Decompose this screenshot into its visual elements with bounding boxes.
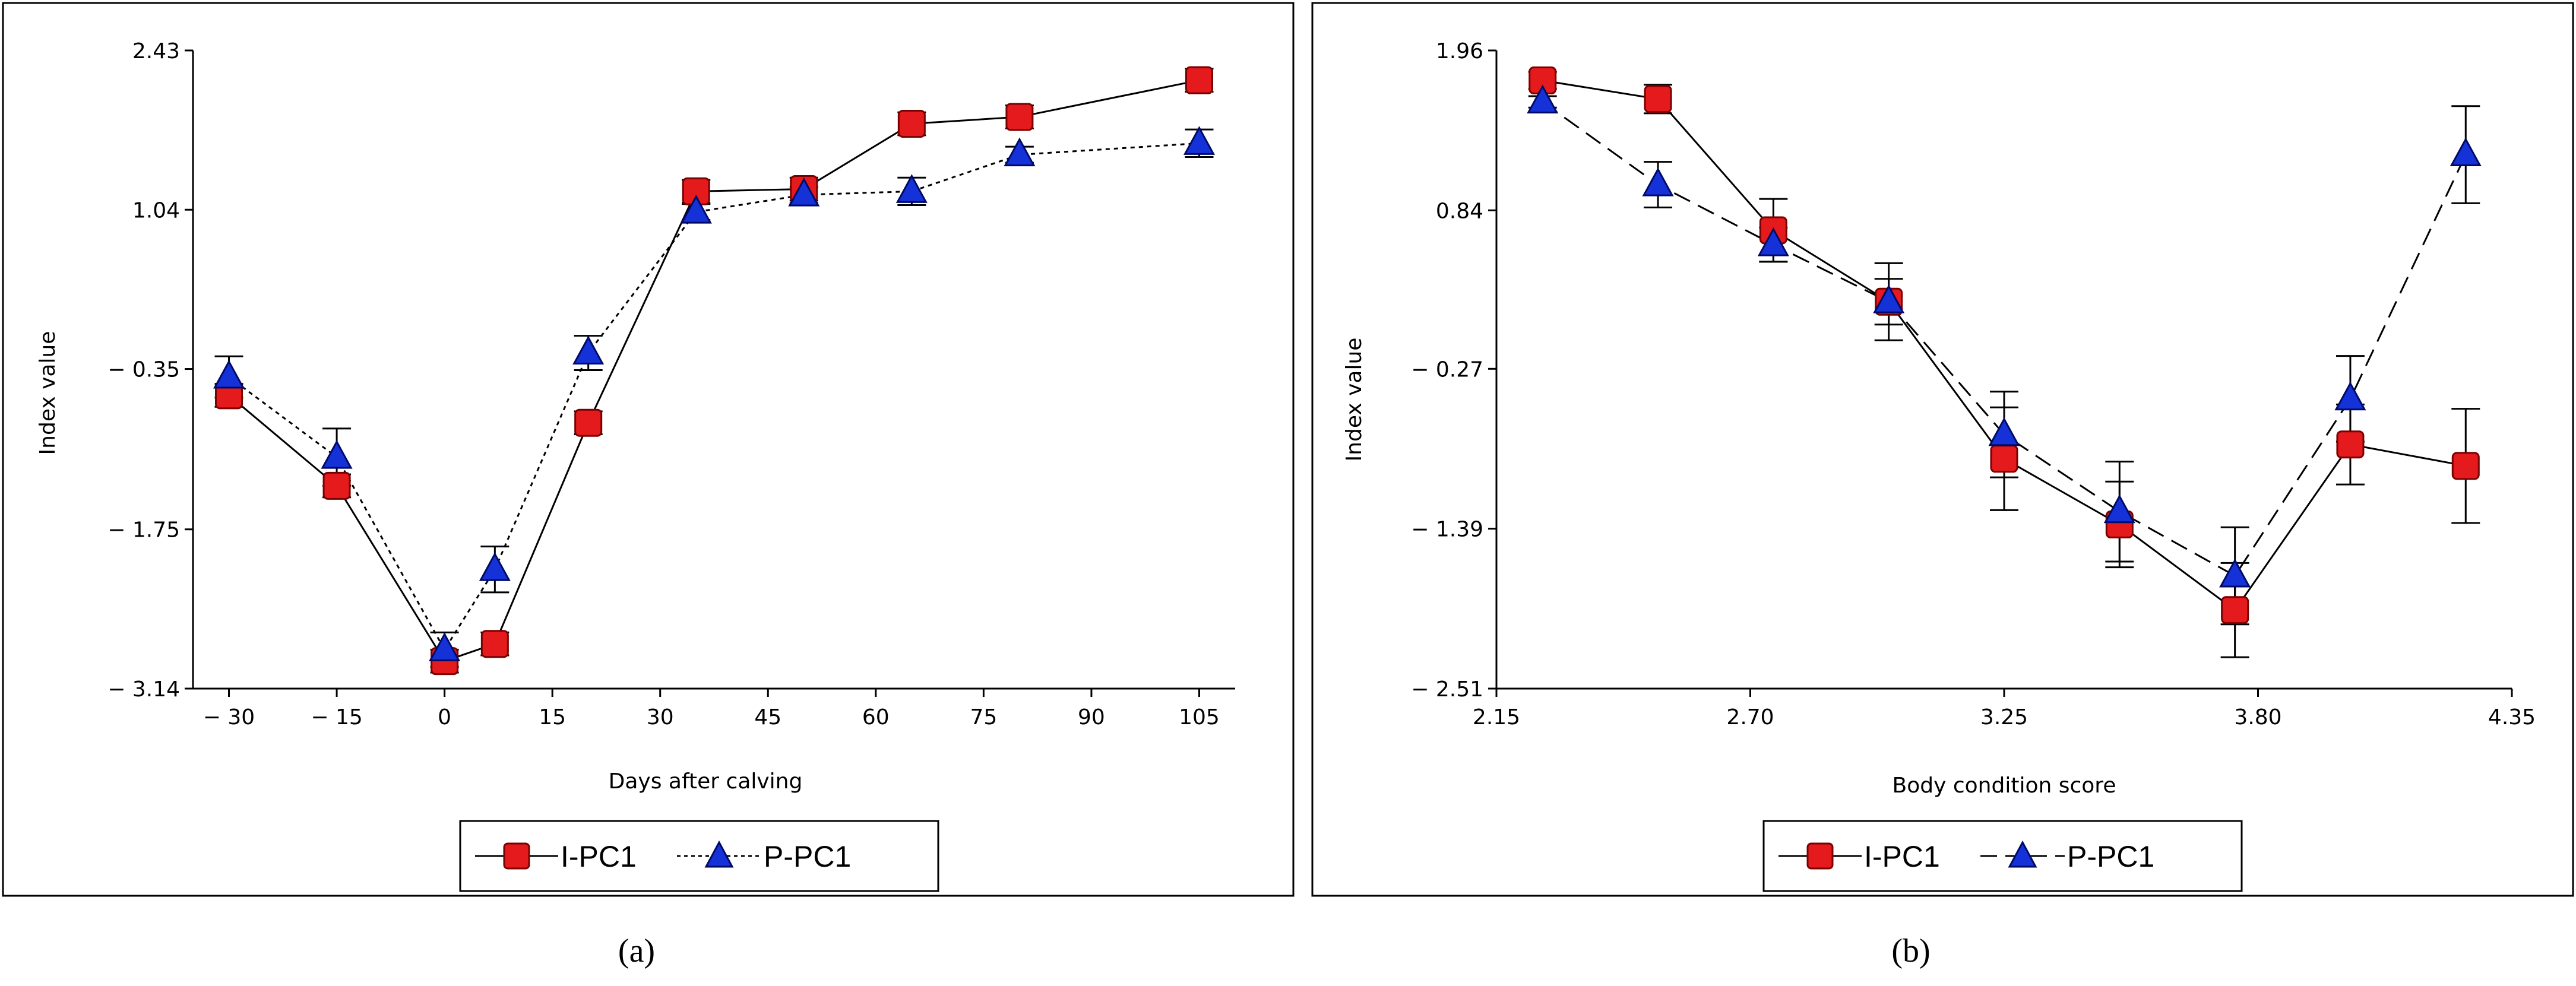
panel-a-x-tick-label: 60 [862, 705, 890, 730]
panel-b-axes: − 2.51 − 1.39 − 0.27 0.84 1.96 2.15 2.70 3.25 3.… [1411, 39, 2536, 730]
panel-b-series [1527, 66, 2482, 658]
panel-a-caption: (a) [618, 933, 655, 969]
panel-b-y-tick-label: 1.96 [1436, 39, 1483, 64]
panel-a-frame [2, 2, 1295, 897]
panel-b-i-pc1-point [2451, 452, 2480, 480]
panel-a-legend-label-i: I-PC1 [561, 840, 637, 873]
panel-a-p-pc1-point [321, 440, 353, 469]
panel-b-i-pc1-point [2221, 596, 2249, 624]
panel-a-x-tick-label: − 15 [311, 705, 362, 730]
panel-b-x-tick-label: 2.70 [1726, 705, 1774, 730]
panel-a-axes: − 3.14 − 1.75 − 0.35 1.04 2.43 − 30 − 15 0 15 30 4… [107, 39, 1235, 730]
panel-a-x-tick-label: − 30 [203, 705, 255, 730]
panel-a-i-pc1-point [1005, 103, 1034, 131]
panel-b-p-pc1-point [1527, 84, 1559, 114]
panel-b-x-tick-label: 2.15 [1473, 705, 1520, 730]
panel-a-p-pc1-point [1183, 126, 1216, 155]
panel-b-p-pc1-point [2334, 381, 2366, 411]
panel-b-x-tick-label: 4.35 [2488, 705, 2536, 730]
panel-a-i-pc1-point [574, 408, 603, 437]
panel-a-i-pc1-line [228, 79, 1200, 662]
panel-a-i-pc1-point [1185, 66, 1213, 94]
panel-b-p-pc1-point [1757, 227, 1789, 256]
panel-b-y-axis-title: Index value [1342, 338, 1366, 462]
panel-a-i-pc1-point [322, 471, 351, 500]
panel-a-p-pc1-point [213, 359, 245, 389]
panel-a-p-pc1-point [429, 632, 461, 661]
panel-b-frame [1311, 2, 2574, 897]
panel-b: − 2.51 − 1.39 − 0.27 0.84 1.96 2.15 2.70 3.25 3.… [1311, 2, 2574, 969]
panel-a-x-tick-label: 45 [754, 705, 781, 730]
panel-a-p-pc1-point [1004, 137, 1036, 167]
panel-a-y-axis-title: Index value [36, 331, 60, 455]
panel-b-i-pc1-point [2336, 430, 2365, 459]
panel-b-p-pc1-point [2450, 137, 2482, 167]
panel-b-legend: I-PC1 P-PC1 [1762, 820, 2243, 892]
panel-a-i-pc1-point [897, 110, 926, 138]
panel-a-p-pc1-point [788, 177, 820, 207]
panel-a-p-pc1-point [895, 174, 928, 203]
panel-b-legend-marker-p [2008, 840, 2037, 868]
panel-b-x-tick-label: 3.25 [1980, 705, 2028, 730]
panel-b-p-pc1-point [2219, 558, 2251, 588]
panel-a-i-pc1-point [480, 630, 509, 658]
panel-a-x-axis-title: Days after calving [609, 769, 803, 794]
panel-b-i-pc1-point [1990, 445, 2018, 473]
panel-b-legend-label-p: P-PC1 [2067, 840, 2154, 873]
panel-a-x-tick-label: 15 [539, 705, 566, 730]
panel-b-y-tick-label: 0.84 [1436, 199, 1483, 223]
panel-a-y-tick-label: 2.43 [132, 39, 180, 64]
panel-b-y-tick-label: − 2.51 [1411, 677, 1483, 702]
panel-b-legend-label-i: I-PC1 [1864, 840, 1940, 873]
panel-a-p-pc1-point [680, 194, 712, 224]
panel-a-x-tick-label: 90 [1078, 705, 1105, 730]
panel-b-y-tick-label: − 1.39 [1411, 518, 1483, 542]
panel-a-p-pc1-point [572, 335, 605, 365]
panel-a-y-tick-label: − 1.75 [107, 518, 180, 543]
panel-b-p-pc1-point [1988, 417, 2020, 446]
panel-b-x-axis-title: Body condition score [1893, 773, 2116, 798]
panel-a-legend-marker-p [704, 840, 734, 868]
panel-b-caption: (b) [1891, 933, 1930, 969]
panel-a-x-tick-label: 75 [970, 705, 997, 730]
panel-a-x-tick-label: 30 [647, 705, 674, 730]
panel-a-y-tick-label: 1.04 [132, 198, 180, 223]
panel-a-x-tick-label: 105 [1179, 705, 1220, 730]
panel-a-series [213, 66, 1216, 676]
panel-a-y-tick-label: − 3.14 [107, 677, 180, 702]
panel-a-p-pc1-point [479, 552, 511, 581]
panel-a-p-pc1-line [228, 142, 1200, 652]
panel-b-x-tick-label: 3.80 [2234, 705, 2281, 730]
panel-a-x-tick-label: 0 [438, 705, 451, 730]
panel-b-p-pc1-point [1642, 167, 1674, 196]
panel-b-p-pc1-point [1873, 284, 1905, 313]
panel-b-y-tick-label: − 0.27 [1411, 357, 1483, 382]
panel-b-i-pc1-point [1644, 85, 1672, 113]
panel-b-p-pc1-point [2103, 494, 2135, 524]
panel-a: − 3.14 − 1.75 − 0.35 1.04 2.43 − 30 − 15 0 15 30 4… [2, 2, 1295, 969]
panel-a-legend-marker-i [503, 842, 530, 870]
panel-a-y-tick-label: − 0.35 [107, 358, 180, 382]
panel-b-legend-marker-i [1806, 842, 1834, 870]
panel-a-legend: I-PC1 P-PC1 [459, 820, 939, 892]
panel-a-legend-label-p: P-PC1 [764, 840, 851, 873]
